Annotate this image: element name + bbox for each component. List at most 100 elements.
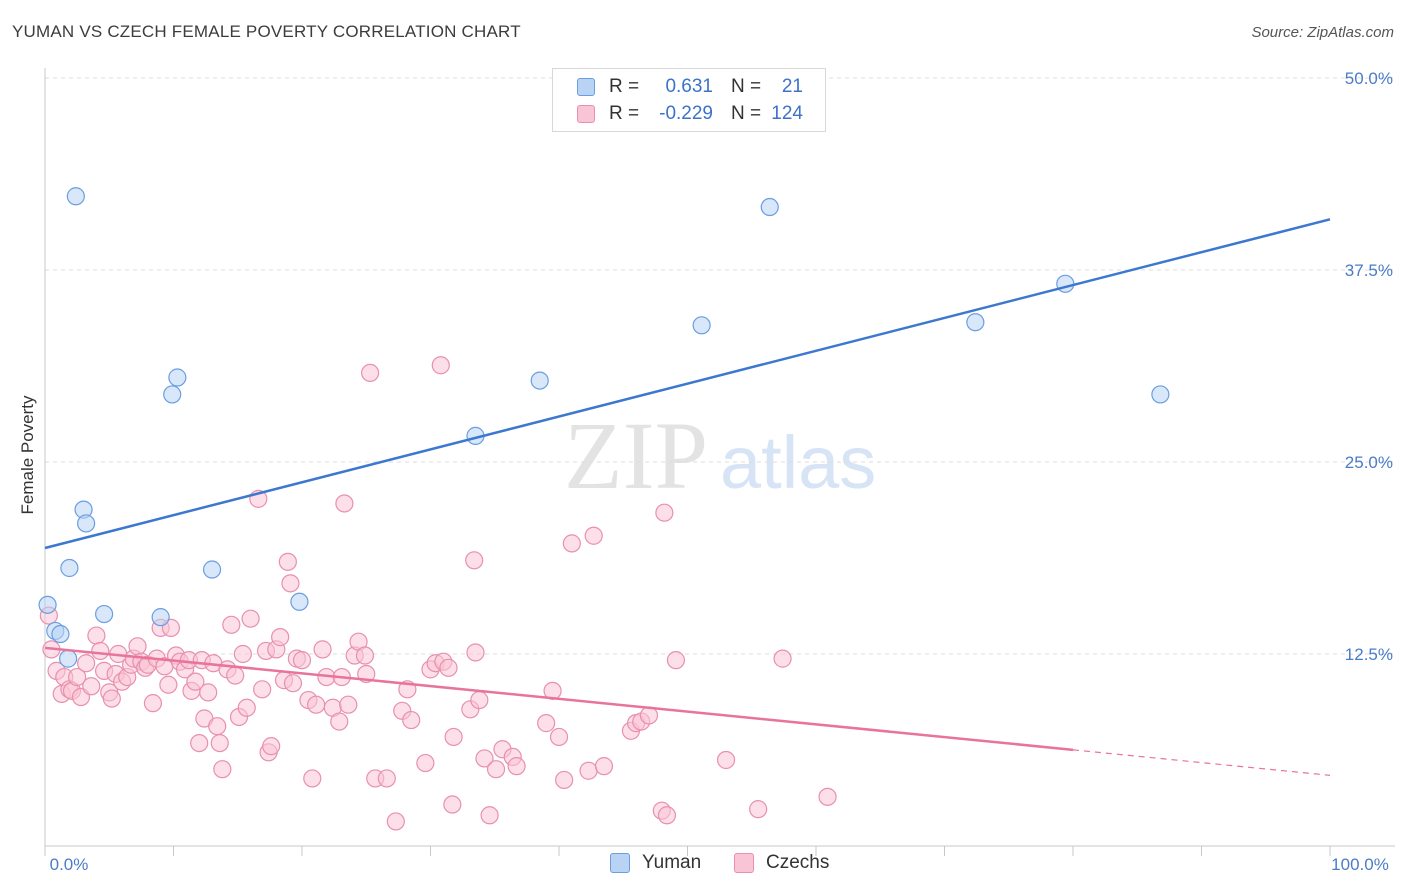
x-tick-label: 100.0% [1331,855,1389,874]
czechs-point [190,733,209,753]
czechs-trend-line-extension [1072,749,1331,776]
czechs-point [226,666,245,685]
czechs-point [555,770,574,790]
legend-label-yuman: Yuman [642,852,702,873]
legend-r-label: R = [609,76,640,97]
legend-swatch-yuman [610,853,630,873]
czechs-point [584,526,603,545]
stats-legend: R = 0.631 N = 21 R = -0.229 N = 124 [552,68,826,132]
yuman-point [95,604,114,624]
legend-n-value-yuman: 21 [781,76,803,97]
czechs-point [579,761,598,780]
czechs-point [330,712,349,731]
axes [44,68,1395,856]
y-tick-label: 37.5% [1345,261,1393,280]
yuman-point [38,595,57,614]
legend-swatch-czechs [577,105,595,123]
yuman-point [151,608,170,627]
czechs-trend-line [44,646,1074,752]
czechs-point [716,750,736,770]
y-tick-label: 12.5% [1345,645,1393,664]
y-tick-label: 25.0% [1345,453,1393,472]
legend-item-czechs[interactable]: Czechs [734,852,829,874]
legend-swatch-yuman [577,78,595,96]
legend-row-czechs: R = -0.229 N = 124 [577,102,803,126]
czechs-point [102,689,121,708]
czechs-point [271,628,290,647]
yuman-point [530,371,549,390]
czechs-point [281,574,300,593]
czechs-point [818,787,837,806]
czechs-point [655,503,674,522]
czechs-point [773,649,792,668]
czechs-point [262,737,281,756]
czechs-point [307,695,326,714]
czechs-point [143,694,163,713]
czechs-point [470,690,489,710]
y-axis-label: Female Poverty [18,395,37,515]
chart-source: Source: ZipAtlas.com [1251,24,1394,41]
czechs-point [666,651,686,670]
legend-r-label: R = [609,103,640,124]
yuman-point [202,560,222,579]
czechs-point [87,626,106,645]
legend-r-value-czechs: -0.229 [659,103,713,124]
czechs-point [465,551,484,570]
yuman-point [168,368,187,387]
watermark: ZIP atlas [564,402,876,509]
czechs-point [199,683,218,702]
czechs-point [278,552,297,571]
yuman-point [51,624,70,644]
czechs-point [537,714,556,733]
czechs-point [416,753,435,773]
czechs-point [443,795,462,814]
yuman-point [1151,385,1170,404]
czechs-point [402,710,421,730]
czechs-point [444,727,463,747]
czechs-point [386,812,405,831]
trend-lines [44,218,1331,776]
czechs-point [253,680,272,699]
legend-n-label: N = [731,103,762,124]
czechs-point [562,534,581,553]
czechs-point [241,609,260,628]
czechs-point [657,806,677,825]
czechs-point [313,640,332,659]
czechs-point [82,677,101,696]
czechs-point [355,646,375,665]
legend-item-yuman[interactable]: Yuman [610,852,701,874]
czechs-point [439,658,458,677]
tick-labels: 12.5% 25.0% 37.5% 50.0% 0.0% 100.0% [50,69,1393,874]
czechs-point [222,615,241,634]
czechs-point [77,654,96,673]
legend-n-label: N = [731,76,762,97]
legend-r-value-yuman: 0.631 [665,76,713,97]
yuman-point [59,649,78,668]
czechs-point [466,643,485,662]
series-legend: Yuman Czechs [0,852,1406,876]
czechs-point [91,641,110,661]
czechs-point [159,675,178,694]
legend-n-value-czechs: 124 [771,103,803,124]
yuman-point [760,197,779,217]
yuman-trend-line [44,218,1331,550]
czechs-point [128,637,147,656]
yuman-point [290,592,309,611]
czechs-point [186,672,205,691]
yuman-point [966,313,985,332]
czechs-point [377,769,396,788]
czechs-point [480,806,499,825]
czechs-point [339,695,358,714]
czechs-point [303,769,322,788]
czechs-point [208,717,227,736]
czechs-point [210,733,229,753]
czechs-point [475,749,494,768]
legend-row-yuman: R = 0.631 N = 21 [577,75,803,99]
czechs-point [549,727,569,747]
czechs-point [749,800,768,819]
legend-label-czechs: Czechs [766,852,830,873]
watermark-zip: ZIP [564,402,708,509]
czechs-point [507,757,526,776]
gridlines [45,77,1395,655]
